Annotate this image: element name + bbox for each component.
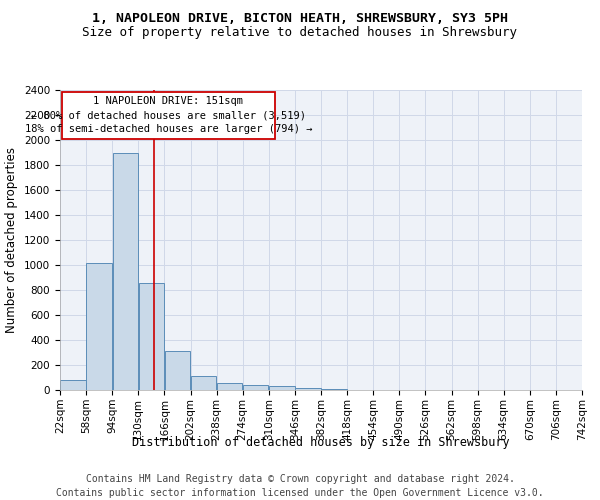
Bar — [61, 380, 86, 390]
Bar — [295, 388, 320, 390]
Text: 1 NAPOLEON DRIVE: 151sqm: 1 NAPOLEON DRIVE: 151sqm — [94, 96, 244, 106]
Text: 18% of semi-detached houses are larger (794) →: 18% of semi-detached houses are larger (… — [25, 124, 312, 134]
Text: Contains HM Land Registry data © Crown copyright and database right 2024.
Contai: Contains HM Land Registry data © Crown c… — [56, 474, 544, 498]
Bar — [217, 383, 242, 390]
Bar — [269, 386, 295, 390]
Bar — [243, 385, 268, 390]
Text: 1, NAPOLEON DRIVE, BICTON HEATH, SHREWSBURY, SY3 5PH: 1, NAPOLEON DRIVE, BICTON HEATH, SHREWSB… — [92, 12, 508, 26]
Y-axis label: Number of detached properties: Number of detached properties — [5, 147, 19, 333]
FancyBboxPatch shape — [62, 92, 275, 138]
Bar — [322, 389, 347, 390]
Text: Size of property relative to detached houses in Shrewsbury: Size of property relative to detached ho… — [83, 26, 517, 39]
Bar — [113, 152, 138, 390]
Bar — [139, 282, 164, 390]
Bar — [191, 376, 216, 390]
Text: ← 80% of detached houses are smaller (3,519): ← 80% of detached houses are smaller (3,… — [31, 110, 306, 120]
Bar — [86, 262, 112, 390]
Bar — [165, 351, 190, 390]
Text: Distribution of detached houses by size in Shrewsbury: Distribution of detached houses by size … — [132, 436, 510, 449]
